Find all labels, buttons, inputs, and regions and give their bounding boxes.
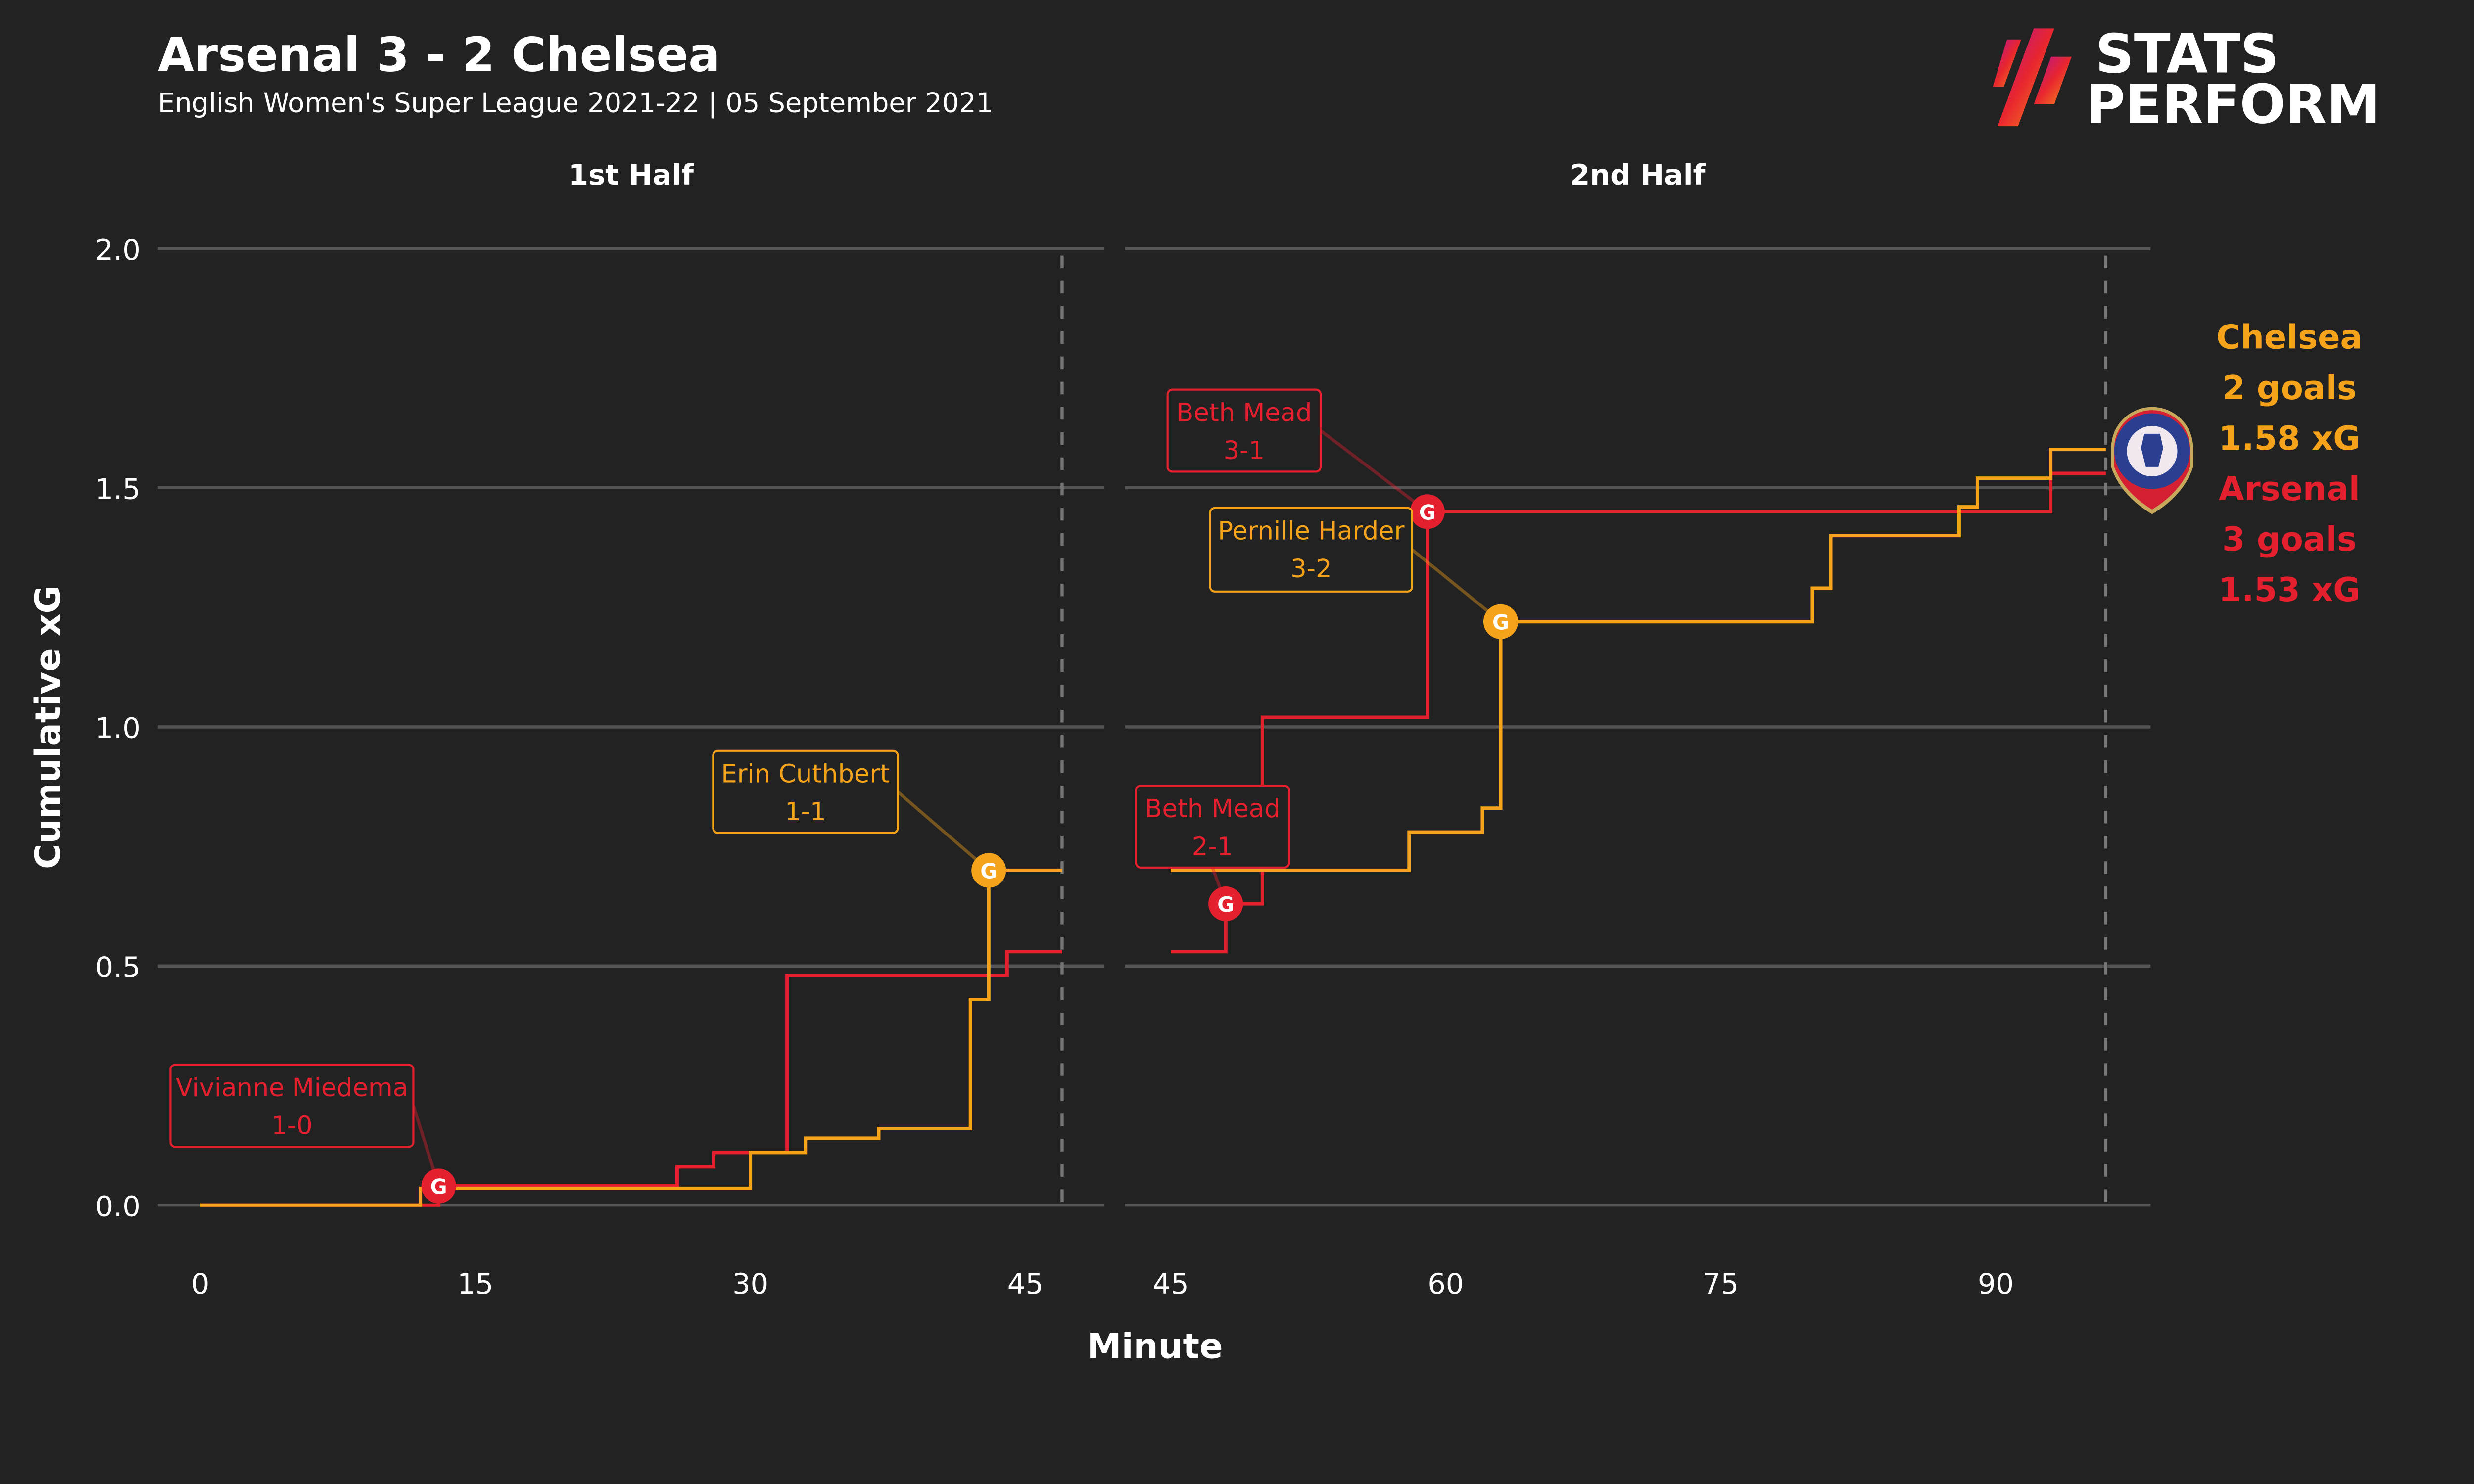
goal-marker-label: G	[1419, 501, 1436, 524]
summary-xg: 1.53 xG	[2219, 570, 2361, 609]
annotation-box	[1135, 784, 1290, 869]
xg-step-line-chelsea	[1171, 448, 2106, 872]
y-tick-label: 0.0	[95, 1190, 141, 1223]
y-axis-label: Cumulative xG	[28, 585, 68, 869]
logo-slash-3	[2034, 56, 2072, 104]
x-ticks: 0 15 30 45 45 60 75 90	[191, 1267, 2014, 1300]
x-axis-label: Minute	[1087, 1326, 1223, 1367]
goal-marker-icon	[1483, 604, 1519, 639]
goal-marker-icon	[421, 1168, 456, 1204]
summary-goals: 2 goals	[2222, 369, 2357, 407]
annotation-connector	[897, 790, 990, 872]
annotation-connector	[1411, 548, 1502, 623]
y-tick-label: 2.0	[95, 233, 141, 267]
y-ticks: 0.0 0.5 1.0 1.5 2.0	[95, 233, 141, 1223]
goal-annotation: Pernille Harder 3-2 G	[1209, 507, 1519, 639]
summary-xg: 1.58 xG	[2219, 419, 2361, 458]
goal-score: 1-1	[785, 797, 826, 827]
xg-step-line-arsenal	[1171, 471, 2106, 954]
logo-slash-1	[1993, 39, 2021, 87]
x-tick-label: 45	[1007, 1267, 1044, 1300]
goal-annotation: Vivianne Miedema 1-0 G	[169, 1064, 456, 1204]
chart-subtitle: English Women's Super League 2021-22 | 0…	[158, 87, 993, 118]
goal-marker-label: G	[980, 859, 997, 883]
x-tick-label: 75	[1703, 1267, 1739, 1300]
stats-perform-logo: STATS PERFORM	[1993, 23, 2380, 136]
goal-marker-icon	[971, 853, 1006, 888]
x-tick-label: 15	[457, 1267, 493, 1300]
goal-score: 3-2	[1290, 555, 1332, 584]
annotation-box	[1166, 388, 1322, 473]
goal-marker-icon	[1208, 886, 1243, 922]
y-tick-label: 0.5	[95, 951, 141, 984]
goal-scorer: Beth Mead	[1176, 398, 1312, 427]
goal-scorer: Beth Mead	[1145, 794, 1281, 824]
panel-title-2nd-half: 2nd Half	[1570, 158, 1706, 191]
grid	[157, 247, 2151, 1208]
summary-team: Arsenal	[2219, 469, 2360, 508]
y-tick-label: 1.0	[95, 712, 141, 745]
background	[0, 0, 2474, 1391]
summary-goals: 3 goals	[2222, 520, 2357, 558]
goal-scorer: Pernille Harder	[1218, 517, 1404, 546]
goal-annotation: Erin Cuthbert 1-1 G	[712, 749, 1006, 888]
logo-text-perform: PERFORM	[2086, 73, 2380, 136]
goal-scorer: Vivianne Miedema	[176, 1073, 408, 1103]
annotation-connector	[1320, 429, 1428, 513]
goal-score: 1-0	[271, 1112, 312, 1141]
annotation-box	[169, 1064, 415, 1148]
goal-annotation: Beth Mead 2-1 G	[1135, 784, 1290, 922]
goal-score: 2-1	[1192, 832, 1233, 861]
xg-race-chart: Arsenal 3 - 2 Chelsea English Women's Su…	[0, 0, 2474, 1391]
panel-title-1st-half: 1st Half	[569, 158, 694, 191]
logo-slash-2	[1997, 28, 2054, 127]
team-summary: Chelsea 2 goals 1.58 xG Arsenal 3 goals 1.53 …	[2216, 318, 2363, 609]
chart-title: Arsenal 3 - 2 Chelsea	[158, 27, 720, 82]
x-tick-label: 30	[732, 1267, 768, 1300]
x-tick-label: 0	[191, 1267, 210, 1300]
annotation-box	[1209, 507, 1414, 593]
y-tick-label: 1.5	[95, 472, 141, 506]
xg-step-line-chelsea	[200, 868, 1062, 1207]
x-tick-label: 60	[1427, 1267, 1464, 1300]
goal-marker-label: G	[430, 1175, 447, 1199]
goal-annotation: Beth Mead 3-1 G	[1166, 388, 1445, 529]
goal-marker-label: G	[1492, 611, 1509, 635]
goal-marker-label: G	[1217, 893, 1234, 917]
goal-scorer: Erin Cuthbert	[721, 760, 890, 789]
x-tick-label: 45	[1153, 1267, 1189, 1300]
goal-marker-icon	[1410, 494, 1445, 529]
x-tick-label: 90	[1978, 1267, 2014, 1300]
summary-team: Chelsea	[2216, 318, 2363, 357]
goal-score: 3-1	[1224, 436, 1265, 465]
chelsea-fc-crest-icon	[2111, 407, 2193, 514]
logo-text-stats: STATS	[2095, 23, 2279, 86]
annotation-box	[712, 749, 899, 834]
